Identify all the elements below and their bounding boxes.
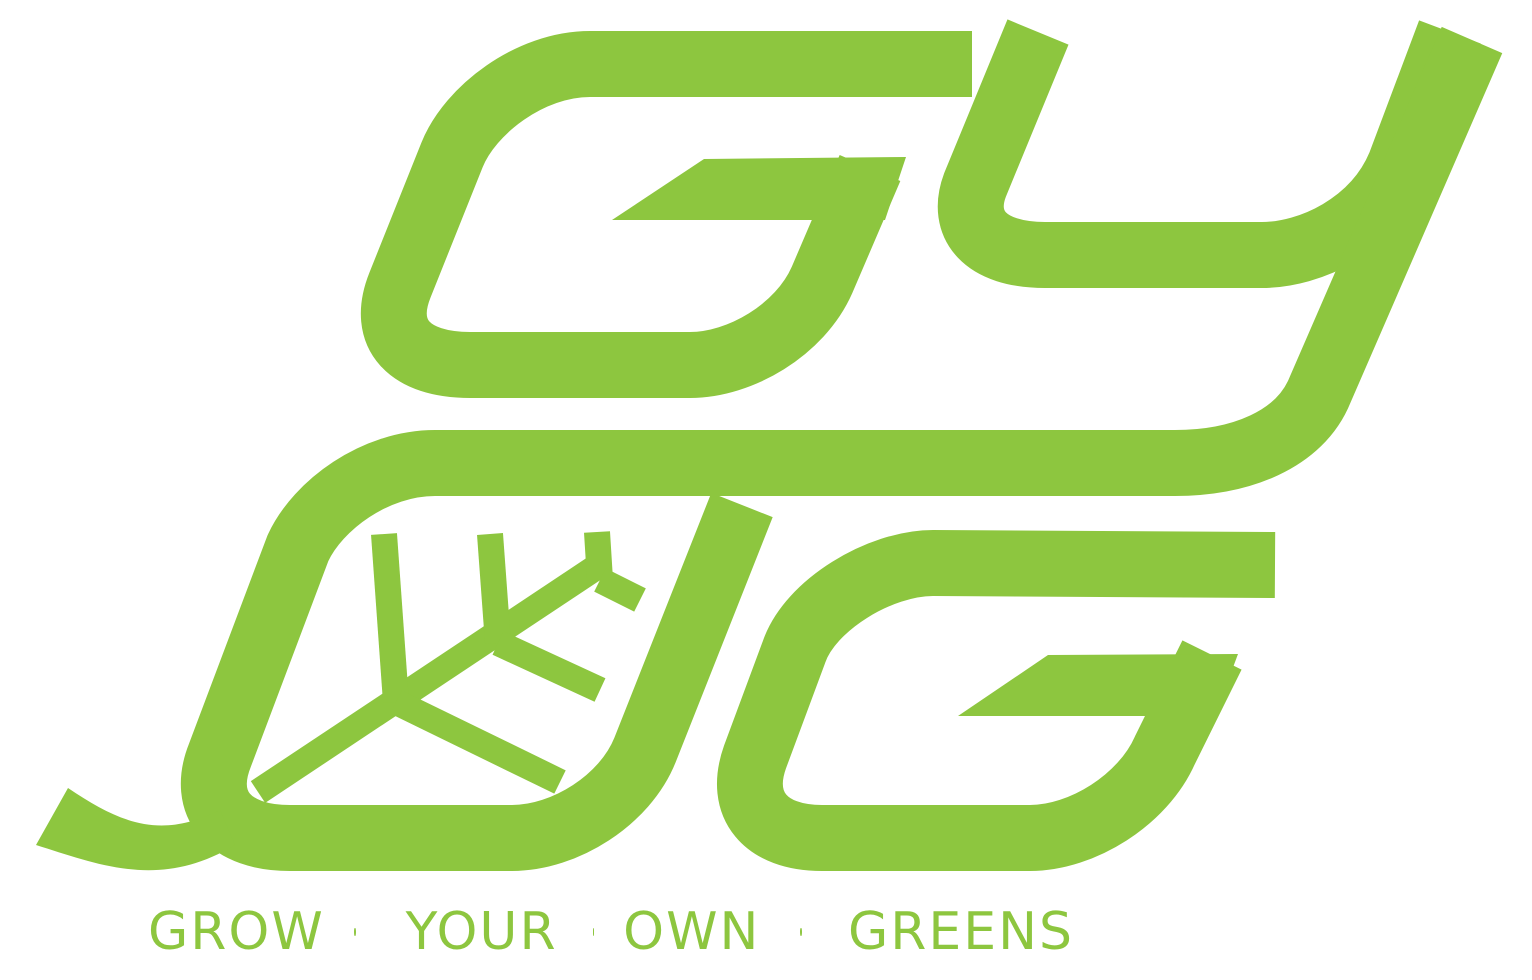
g-bottom-crossbar-icon bbox=[958, 654, 1238, 716]
tagline-word-grow: GROW bbox=[148, 902, 325, 962]
root-swoosh-icon bbox=[36, 788, 235, 871]
leaf-vein-1-icon bbox=[371, 533, 409, 703]
tagline-word-own: OWN bbox=[623, 902, 761, 962]
g-top-crossbar-icon bbox=[612, 157, 906, 220]
tagline: GROW YOUR OWN GREENS bbox=[148, 900, 1075, 964]
tagline-word-greens: GREENS bbox=[847, 902, 1075, 962]
gyog-leaf-monogram-icon bbox=[36, 19, 1503, 871]
letter-g-bottom-icon bbox=[717, 530, 1276, 871]
leaf-vein-main-icon bbox=[250, 555, 606, 803]
leaf-vein-6-icon bbox=[594, 568, 646, 612]
leaf-vein-2-icon bbox=[477, 533, 511, 644]
leaf-vein-5-icon bbox=[492, 631, 606, 702]
leaf-vein-3-icon bbox=[584, 531, 613, 581]
dot-icon bbox=[354, 928, 356, 936]
leaf-vein-4-icon bbox=[390, 690, 566, 794]
dot-icon bbox=[592, 928, 595, 936]
dot-icon bbox=[800, 928, 802, 936]
letter-g-top-icon bbox=[360, 31, 972, 398]
tagline-word-your: YOUR bbox=[405, 902, 558, 962]
letter-y-stem-icon bbox=[180, 26, 1503, 871]
